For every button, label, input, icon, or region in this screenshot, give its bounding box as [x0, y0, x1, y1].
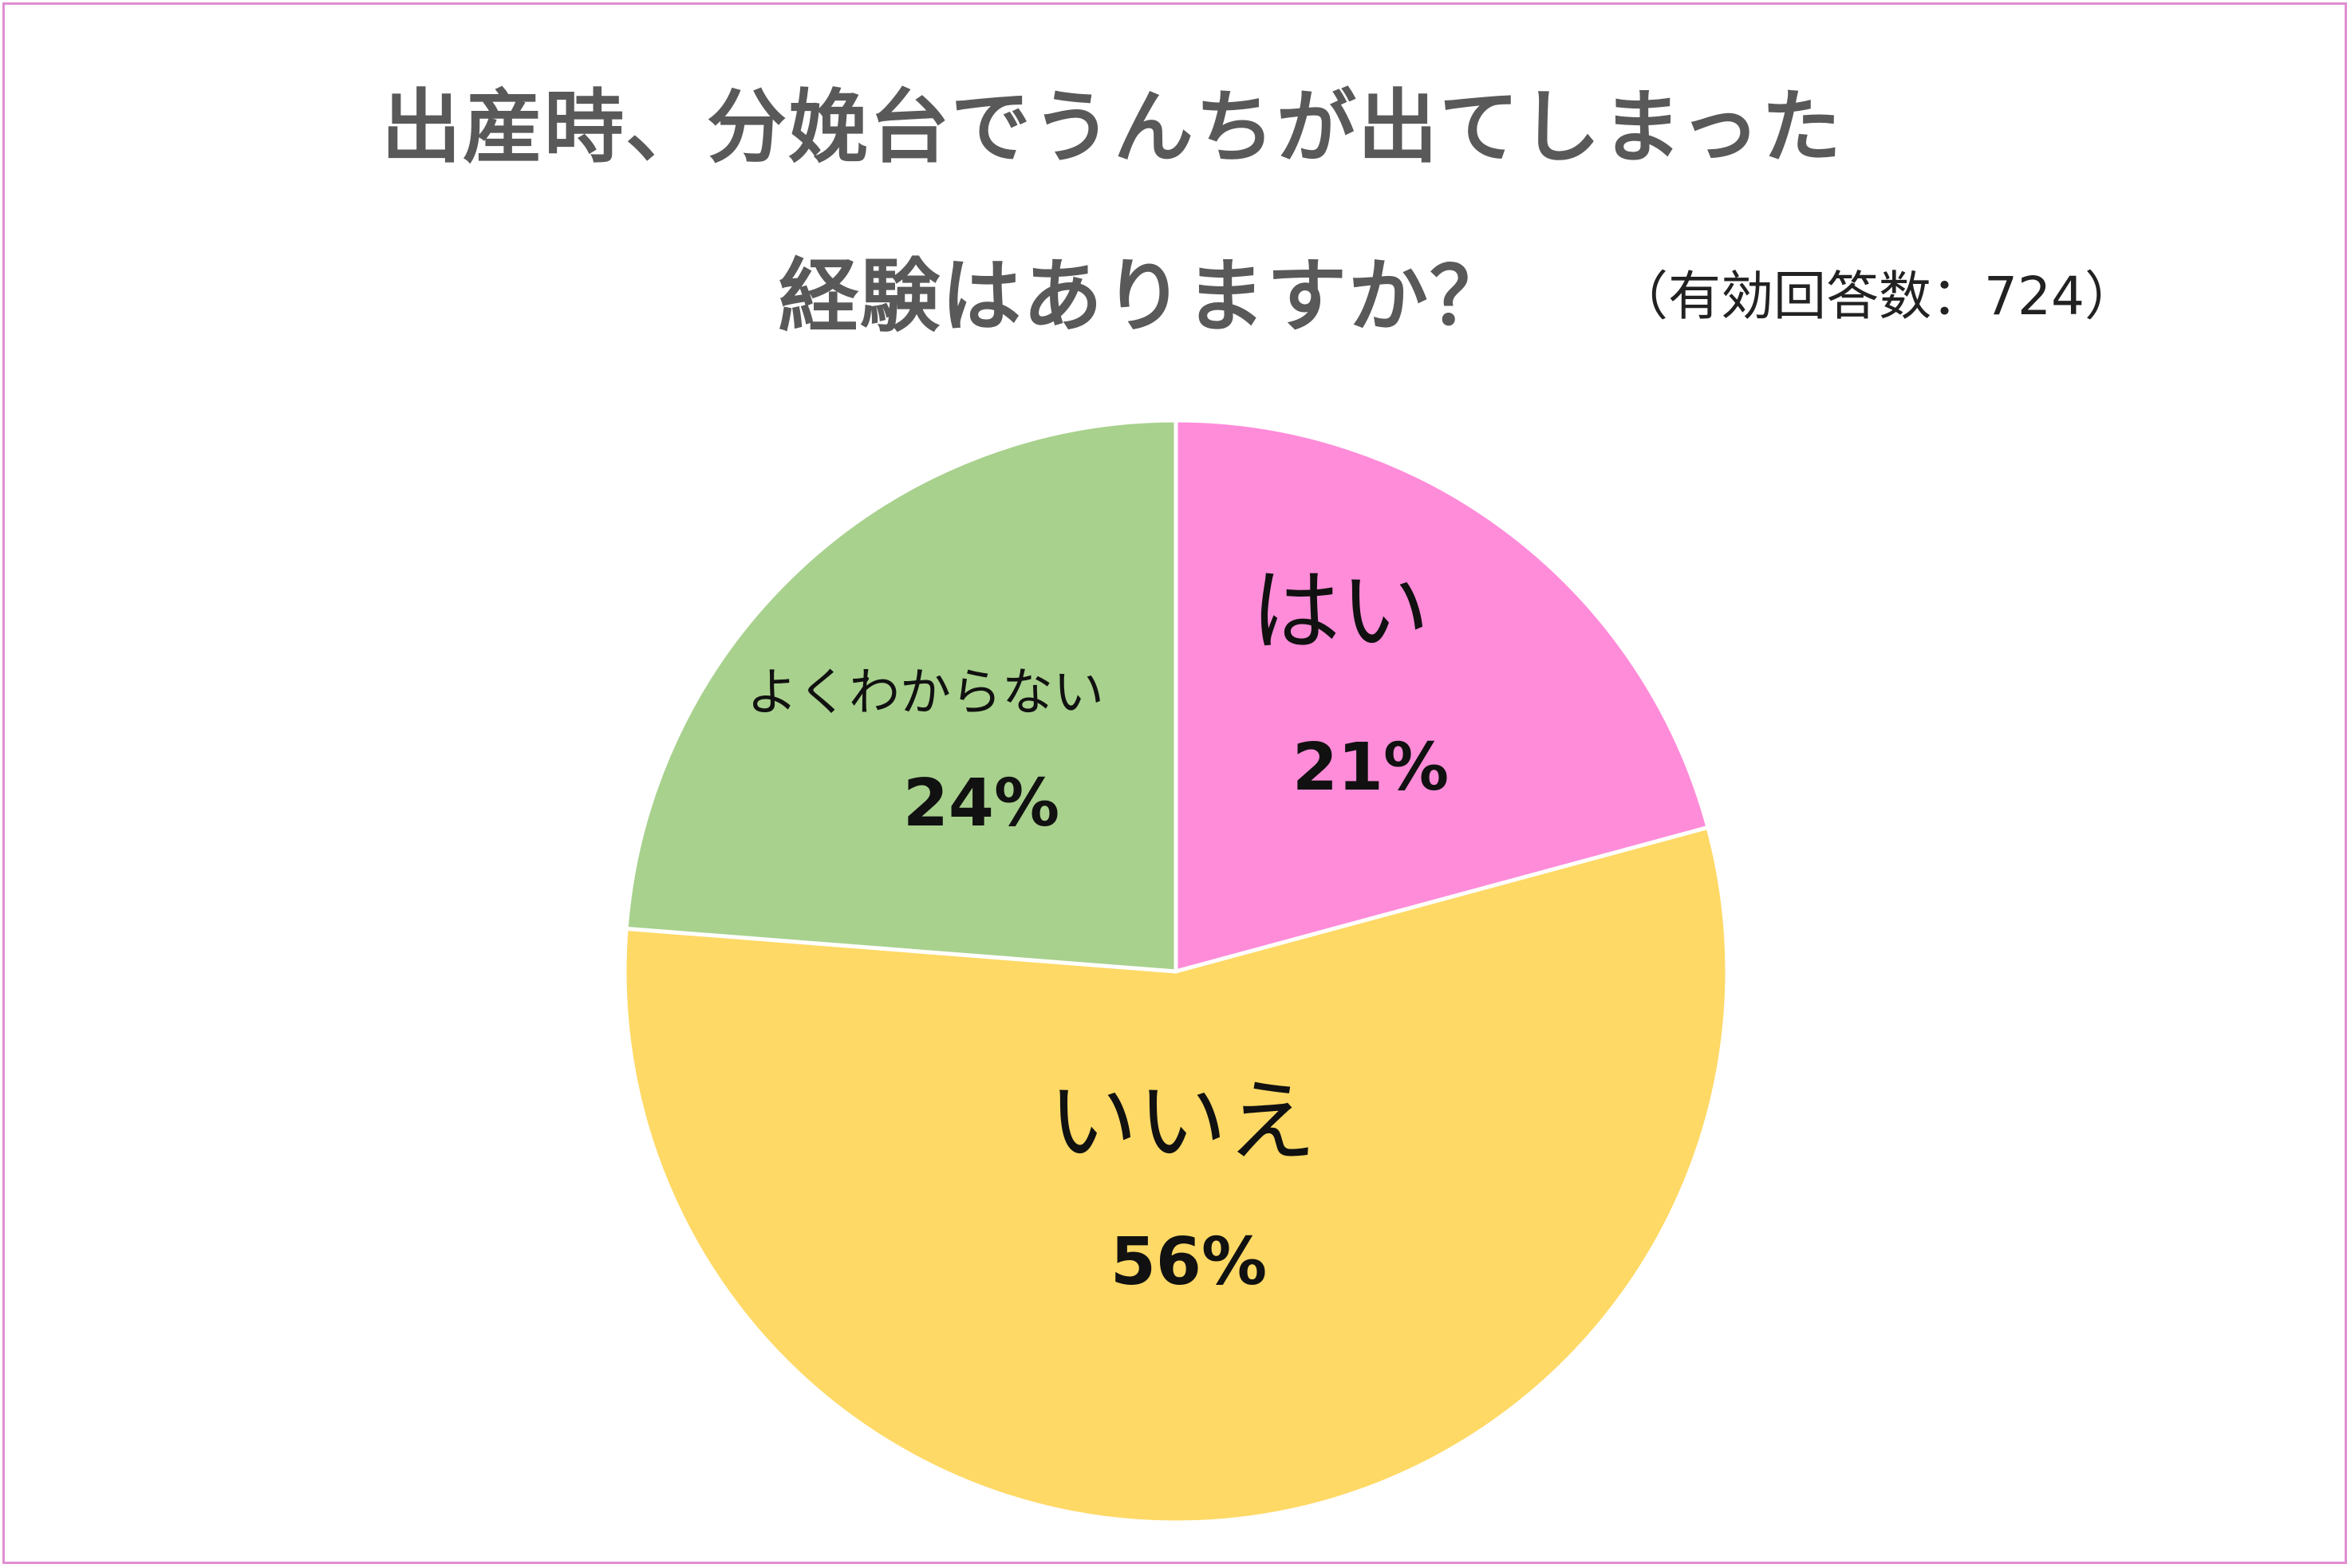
slice-label-2: よくわからない: [747, 664, 1104, 723]
slice-label-0: はい: [1251, 560, 1430, 664]
pie-slice-1: [622, 825, 1730, 1525]
chart-title-line-1: 出産時、分娩台でうんちが出てしまった: [381, 81, 1843, 174]
pie-slice-2: [624, 418, 1178, 974]
responses-count-note: （有効回答数：724）: [1615, 266, 2137, 327]
pie-slice-0: [1174, 418, 1710, 974]
slice-percent-0: 21%: [1292, 730, 1449, 806]
chart-title-line-2: 経験はありますか？: [779, 250, 1511, 343]
slice-percent-2: 24%: [903, 766, 1059, 841]
slice-label-1: いいえ: [1048, 1070, 1316, 1174]
slice-percent-1: 56%: [1110, 1224, 1267, 1300]
